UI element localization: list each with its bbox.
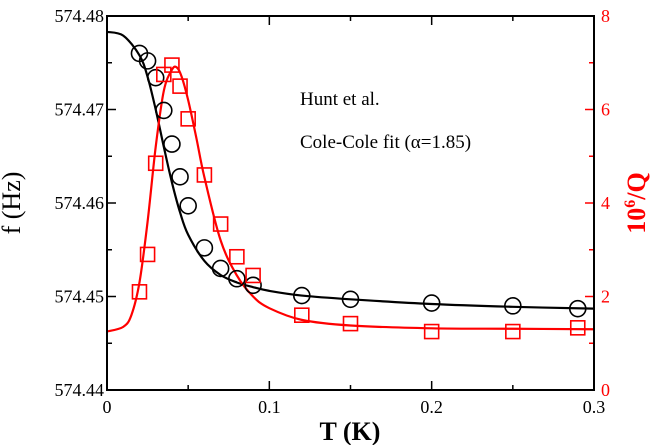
- circle-marker: [568, 299, 587, 318]
- tick-labels: 0 0.1 0.2 0.3 574.44 574.45 574.46 574.47 574.48…: [55, 6, 611, 417]
- circle-marker: [504, 297, 522, 315]
- circle-marker: [138, 52, 157, 70]
- y-axis-label-right-tail: /Q: [622, 172, 651, 200]
- square-marker: [131, 284, 148, 300]
- square-marker: [156, 66, 172, 83]
- square-marker: [139, 246, 156, 263]
- circle-marker: [179, 197, 197, 215]
- circle-marker: [292, 286, 311, 305]
- x-tick-label: 0.3: [583, 397, 606, 417]
- square-marker: [229, 248, 245, 265]
- annotation-cole-cole: Cole-Cole fit (α=1.85): [300, 132, 471, 153]
- square-marker: [164, 57, 180, 73]
- y-left-tick-label: 574.45: [55, 287, 105, 307]
- fit-lines: [106, 30, 595, 333]
- circle-marker: [195, 239, 214, 257]
- circle-marker: [341, 290, 360, 309]
- red-fit-curve: [106, 65, 595, 333]
- y-axis-label-right-base: 10: [622, 208, 651, 234]
- y-left-tick-label: 574.44: [55, 380, 105, 400]
- circle-marker: [211, 259, 230, 278]
- annotation-hunt: Hunt et al.: [300, 89, 380, 110]
- square-marker: [423, 323, 440, 340]
- x-tick-label: 0.1: [258, 397, 281, 417]
- square-marker: [147, 155, 164, 172]
- square-marker: [196, 167, 213, 183]
- plot-frame: [106, 15, 595, 391]
- x-axis-label: T (K): [320, 417, 381, 445]
- square-marker: [569, 320, 586, 336]
- y-right-tick-label: 6: [601, 100, 610, 120]
- circle-marker: [155, 101, 173, 120]
- data-markers: [130, 44, 587, 340]
- circle-marker: [228, 269, 246, 288]
- y-left-tick-label: 574.47: [55, 100, 105, 120]
- circle-marker: [146, 68, 165, 87]
- square-marker: [505, 323, 521, 340]
- square-marker: [245, 267, 261, 284]
- circle-marker: [171, 168, 189, 186]
- x-tick-label: 0.2: [420, 397, 443, 417]
- x-tick-label: 0: [103, 397, 112, 417]
- y-right-tick-label: 0: [601, 380, 610, 400]
- circle-marker: [244, 276, 262, 295]
- y-axis-label-right: 106/Q: [622, 172, 651, 233]
- y-left-tick-label: 574.46: [55, 193, 105, 213]
- y-left-tick-label: 574.48: [55, 6, 105, 26]
- circle-marker: [163, 135, 181, 153]
- square-marker: [293, 307, 310, 324]
- y-right-tick-label: 4: [601, 193, 610, 213]
- y-axis-label-right-sup: 6: [622, 200, 639, 208]
- square-marker: [180, 111, 196, 127]
- square-marker: [342, 315, 359, 332]
- square-marker: [172, 78, 188, 94]
- y-right-tick-label: 8: [601, 6, 610, 26]
- y-axis-label-left: f (Hz): [0, 172, 26, 235]
- y-right-tick-label: 2: [601, 287, 610, 307]
- square-marker: [212, 216, 229, 232]
- circle-marker: [422, 294, 441, 312]
